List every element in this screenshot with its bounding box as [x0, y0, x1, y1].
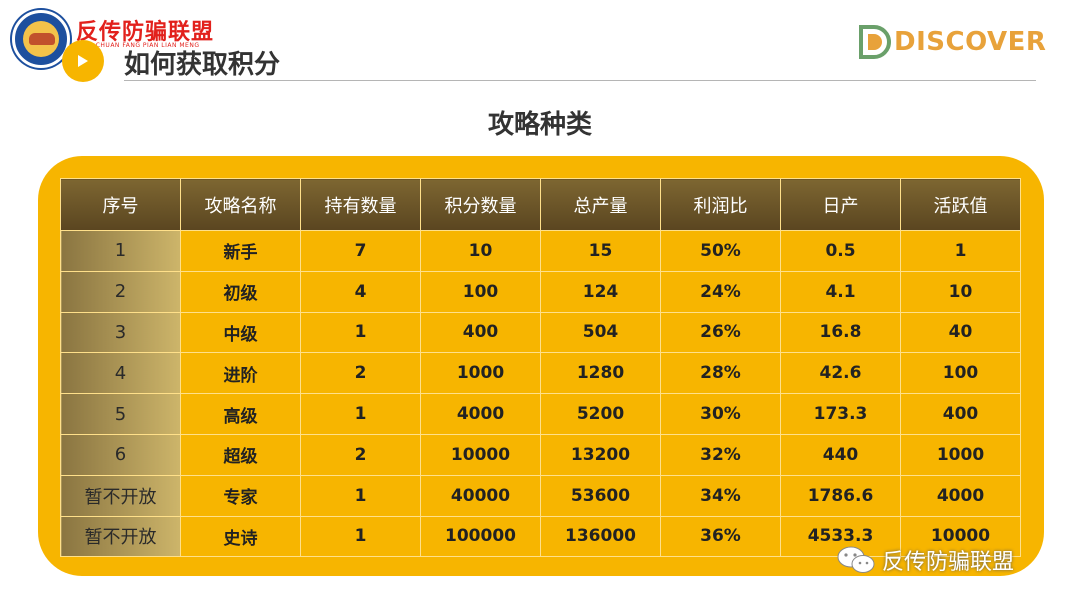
- table-row: 4 进阶 2 1000 1280 28% 42.6 100: [60, 352, 1021, 395]
- table-header-row: 序号 攻略名称 持有数量 积分数量 总产量 利润比 日产 活跃值: [60, 178, 1021, 231]
- table-cell: 高级: [180, 393, 301, 435]
- table-cell: 400: [900, 393, 1021, 435]
- column-header: 日产: [780, 178, 901, 231]
- title-divider: [124, 80, 1036, 81]
- table-cell: 2: [60, 270, 181, 313]
- table-cell: 13200: [540, 433, 661, 476]
- wechat-icon: [836, 544, 876, 576]
- discover-logo: DISCOVER: [858, 22, 1046, 62]
- anti-fraud-badge-icon: [12, 10, 70, 68]
- column-header: 序号: [60, 178, 181, 231]
- table-row: 2 初级 4 100 124 24% 4.1 10: [60, 270, 1021, 313]
- table-row: 3 中级 1 400 504 26% 16.8 40: [60, 311, 1021, 354]
- table-cell: 1786.6: [780, 474, 901, 517]
- table-cell: 1280: [540, 352, 661, 395]
- table-cell: 136000: [540, 515, 661, 558]
- table-cell: 40000: [420, 474, 541, 517]
- table-cell: 进阶: [180, 352, 301, 395]
- table-cell: 28%: [660, 352, 781, 395]
- table-cell: 10000: [420, 433, 541, 476]
- table-cell: 1: [60, 230, 181, 272]
- table-cell: 100: [420, 270, 541, 313]
- table-cell: 40: [900, 311, 1021, 354]
- table-cell: 10: [420, 230, 541, 272]
- table-cell: 1: [300, 515, 421, 558]
- table-row: 1 新手 7 10 15 50% 0.5 1: [60, 230, 1021, 272]
- table-cell: 4000: [420, 393, 541, 435]
- discover-wordmark: DISCOVER: [894, 27, 1047, 57]
- table-cell: 超级: [180, 433, 301, 476]
- table-cell: 1: [300, 393, 421, 435]
- table-cell: 3: [60, 311, 181, 354]
- column-header: 总产量: [540, 178, 661, 231]
- table-cell: 0.5: [780, 230, 901, 272]
- table-cell: 4.1: [780, 270, 901, 313]
- brand-subtitle: PAN CHUAN FANG PIAN LIAN MENG: [80, 42, 200, 49]
- table-cell: 440: [780, 433, 901, 476]
- table-cell: 504: [540, 311, 661, 354]
- column-header: 持有数量: [300, 178, 421, 231]
- table-cell: 400: [420, 311, 541, 354]
- table-cell: 100000: [420, 515, 541, 558]
- table-cell: 24%: [660, 270, 781, 313]
- table-cell: 4: [60, 352, 181, 395]
- table-cell: 1: [300, 474, 421, 517]
- table-cell: 42.6: [780, 352, 901, 395]
- column-header: 活跃值: [900, 178, 1021, 231]
- table-cell: 专家: [180, 474, 301, 517]
- table-cell: 史诗: [180, 515, 301, 558]
- table-cell: 50%: [660, 230, 781, 272]
- table-row: 暂不开放 专家 1 40000 53600 34% 1786.6 4000: [60, 474, 1021, 517]
- table-cell: 5: [60, 393, 181, 435]
- table-cell: 2: [300, 433, 421, 476]
- table-cell: 10: [900, 270, 1021, 313]
- table-cell: 100: [900, 352, 1021, 395]
- table-cell: 4000: [900, 474, 1021, 517]
- section-title: 攻略种类: [487, 110, 592, 140]
- table-cell: 32%: [660, 433, 781, 476]
- table-cell: 1: [300, 311, 421, 354]
- table-cell: 1000: [420, 352, 541, 395]
- table-cell: 53600: [540, 474, 661, 517]
- column-header: 积分数量: [420, 178, 541, 231]
- table-cell: 30%: [660, 393, 781, 435]
- table-cell: 6: [60, 433, 181, 476]
- table-cell: 26%: [660, 311, 781, 354]
- table-row: 5 高级 1 4000 5200 30% 173.3 400: [60, 393, 1021, 435]
- page-title: 如何获取积分: [124, 50, 281, 80]
- watermark: 反传防骗联盟: [836, 538, 1014, 582]
- table-cell: 36%: [660, 515, 781, 558]
- table-cell: 1000: [900, 433, 1021, 476]
- table-cell: 15: [540, 230, 661, 272]
- table-cell: 暂不开放: [60, 474, 181, 517]
- table-cell: 7: [300, 230, 421, 272]
- table-cell: 10000: [900, 515, 1021, 558]
- table-cell: 2: [300, 352, 421, 395]
- table-row: 暂不开放 史诗 1 100000 136000 36% 4533.3 10000: [60, 515, 1021, 558]
- column-header: 利润比: [660, 178, 781, 231]
- table-cell: 124: [540, 270, 661, 313]
- column-header: 攻略名称: [180, 178, 301, 231]
- table-row: 6 超级 2 10000 13200 32% 440 1000: [60, 433, 1021, 476]
- table-cell: 新手: [180, 230, 301, 272]
- brand-name: 反传防骗联盟: [76, 20, 215, 45]
- table-cell: 5200: [540, 393, 661, 435]
- table-cell: 173.3: [780, 393, 901, 435]
- table-cell: 4: [300, 270, 421, 313]
- arrow-right-icon: [62, 40, 104, 82]
- table-cell: 16.8: [780, 311, 901, 354]
- table-cell: 初级: [180, 270, 301, 313]
- strategy-table: 序号 攻略名称 持有数量 积分数量 总产量 利润比 日产 活跃值 1 新手 7 …: [60, 178, 1021, 558]
- discover-d-logo-icon: [858, 24, 892, 60]
- table-cell: 中级: [180, 311, 301, 354]
- table-cell: 1: [900, 230, 1021, 272]
- watermark-text: 反传防骗联盟: [882, 550, 1015, 575]
- table-cell: 暂不开放: [60, 515, 181, 558]
- table-cell: 34%: [660, 474, 781, 517]
